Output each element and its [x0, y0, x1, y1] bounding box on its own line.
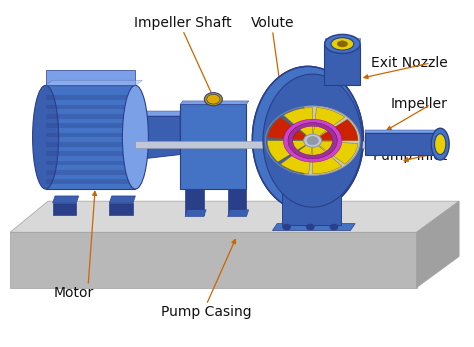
Polygon shape	[46, 124, 136, 128]
Text: Volute: Volute	[251, 16, 294, 30]
Text: Impeller: Impeller	[391, 98, 447, 111]
Polygon shape	[46, 95, 136, 100]
Polygon shape	[46, 80, 143, 85]
Polygon shape	[10, 201, 459, 232]
Polygon shape	[46, 105, 136, 109]
Polygon shape	[46, 133, 136, 137]
Wedge shape	[313, 108, 345, 141]
Polygon shape	[53, 196, 79, 203]
Polygon shape	[136, 117, 180, 160]
Polygon shape	[136, 141, 388, 147]
Circle shape	[283, 224, 291, 230]
Polygon shape	[10, 232, 417, 288]
Polygon shape	[46, 142, 136, 146]
Polygon shape	[324, 39, 361, 44]
Text: Pump Inlet: Pump Inlet	[373, 149, 447, 163]
Ellipse shape	[207, 94, 220, 104]
Polygon shape	[46, 151, 136, 156]
Polygon shape	[46, 114, 136, 119]
Wedge shape	[281, 141, 313, 174]
Wedge shape	[267, 117, 313, 141]
Wedge shape	[304, 106, 360, 175]
Text: Impeller Shaft: Impeller Shaft	[134, 16, 231, 30]
Polygon shape	[109, 196, 136, 203]
Polygon shape	[282, 189, 341, 225]
Wedge shape	[283, 108, 313, 141]
Polygon shape	[53, 203, 76, 215]
Circle shape	[330, 224, 337, 230]
Wedge shape	[313, 141, 342, 174]
Wedge shape	[313, 141, 358, 164]
Polygon shape	[46, 161, 136, 165]
Text: Pump Casing: Pump Casing	[161, 305, 252, 319]
Polygon shape	[46, 70, 136, 85]
Polygon shape	[46, 170, 136, 175]
Polygon shape	[365, 130, 440, 133]
Polygon shape	[228, 189, 246, 215]
Ellipse shape	[337, 41, 347, 47]
Text: Motor: Motor	[54, 286, 94, 300]
Wedge shape	[267, 141, 313, 162]
Polygon shape	[180, 104, 246, 189]
Ellipse shape	[304, 134, 321, 147]
Polygon shape	[282, 184, 343, 189]
Polygon shape	[180, 101, 249, 104]
Polygon shape	[185, 189, 204, 215]
Ellipse shape	[325, 34, 360, 53]
Polygon shape	[417, 201, 459, 288]
Ellipse shape	[307, 136, 318, 145]
Polygon shape	[46, 179, 136, 184]
Polygon shape	[324, 44, 360, 85]
Ellipse shape	[263, 74, 362, 207]
Ellipse shape	[435, 134, 446, 154]
Polygon shape	[109, 203, 133, 215]
Polygon shape	[228, 210, 249, 217]
Polygon shape	[185, 210, 206, 217]
Ellipse shape	[204, 93, 222, 106]
Polygon shape	[136, 111, 180, 117]
Polygon shape	[365, 133, 440, 155]
Wedge shape	[313, 119, 358, 141]
Ellipse shape	[33, 85, 59, 189]
Ellipse shape	[431, 128, 449, 160]
Text: Exit Nozzle: Exit Nozzle	[371, 56, 447, 70]
Ellipse shape	[122, 85, 148, 189]
Circle shape	[307, 224, 314, 230]
Polygon shape	[46, 85, 136, 189]
Polygon shape	[273, 223, 355, 230]
Ellipse shape	[252, 66, 364, 212]
Ellipse shape	[331, 38, 354, 50]
